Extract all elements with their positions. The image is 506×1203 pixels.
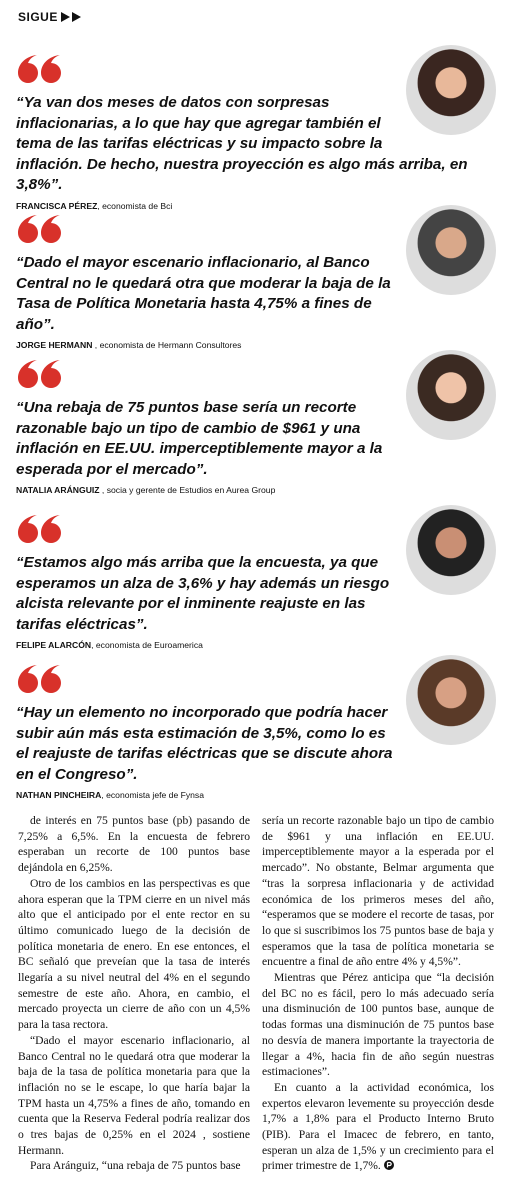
quote-role: , economista de Hermann Consultores (92, 340, 242, 350)
quote-text: “Hay un elemento no incorporado que podr… (16, 704, 393, 783)
quote-block: “Una rebaja de 75 puntos base sería un r… (16, 350, 496, 495)
body-column: de interés en 75 puntos base (pb) pasand… (18, 813, 250, 1174)
quote-author: NATHAN PINCHEIRA (16, 790, 102, 800)
quote-text: “Ya van dos meses de datos con sorpresas… (16, 94, 468, 193)
byline: FELIPE ALARCÓN, economista de Euroameric… (16, 640, 496, 650)
byline: JORGE HERMANN , economista de Hermann Co… (16, 340, 496, 350)
portrait (406, 350, 496, 440)
paragraph: En cuanto a la actividad económica, los … (262, 1080, 494, 1173)
quote-author: FRANCISCA PÉREZ (16, 200, 98, 211)
quote-text: “Dado el mayor escenario inflacionario, … (16, 254, 391, 333)
end-mark (383, 1160, 394, 1171)
body-column: sería un recorte razonable bajo un tipo … (262, 813, 494, 1174)
quote-mark (18, 360, 61, 388)
quote-text: “Una rebaja de 75 puntos base sería un r… (16, 399, 383, 478)
quote-block: “Ya van dos meses de datos con sorpresas… (16, 45, 496, 211)
header-label: SIGUE (18, 10, 58, 24)
quote-mark (18, 665, 61, 693)
quote-author: JORGE HERMANN (16, 340, 93, 350)
portrait (406, 655, 496, 745)
quote-mark (18, 55, 61, 83)
byline: FRANCISCA PÉREZ, economista de Bci (16, 201, 496, 211)
portrait (406, 505, 496, 595)
quote-mark (18, 215, 61, 243)
section-header: SIGUE (18, 10, 83, 24)
paragraph: Para Aránguiz, “una rebaja de 75 puntos … (30, 1159, 241, 1173)
paragraph: Mientras que Pérez anticipa que “la deci… (262, 971, 494, 1079)
byline: NATALIA ARÁNGUIZ , socia y gerente de Es… (16, 485, 496, 495)
portrait (406, 205, 496, 295)
quote-role: , economista jefe de Fynsa (101, 790, 205, 800)
quote-block: “Hay un elemento no incorporado que podr… (16, 655, 496, 800)
paragraph: Otro de los cambios en las perspectivas … (18, 876, 250, 1032)
quote-role: , socia y gerente de Estudios en Aurea G… (99, 485, 276, 495)
arrows-icon (60, 12, 81, 22)
quote-mark (18, 515, 61, 543)
paragraph: “Dado el mayor escenario inflacionario, … (18, 1033, 250, 1157)
paragraph: de interés en 75 puntos base (pb) pasand… (18, 814, 250, 875)
quote-text: “Estamos algo más arriba que la encuesta… (16, 554, 390, 633)
paragraph: sería un recorte razonable bajo un tipo … (262, 814, 494, 969)
quote-role: , economista de Bci (97, 200, 173, 211)
quote-block: “Dado el mayor escenario inflacionario, … (16, 205, 496, 350)
quote-author: NATALIA ARÁNGUIZ (16, 485, 100, 495)
portrait (406, 45, 496, 135)
quote-block: “Estamos algo más arriba que la encuesta… (16, 505, 496, 650)
quote-role: , economista de Euroamerica (91, 640, 203, 650)
byline: NATHAN PINCHEIRA, economista jefe de Fyn… (16, 790, 496, 800)
quote-author: FELIPE ALARCÓN (16, 640, 92, 650)
